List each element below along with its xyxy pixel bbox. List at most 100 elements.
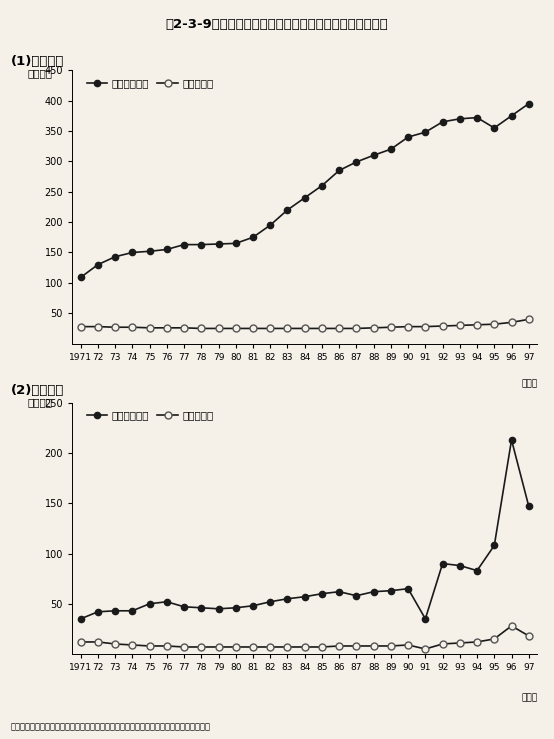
特許登録件数 (267, 597, 274, 606)
特許登録件数 (405, 585, 412, 593)
Line: うち外国人: うち外国人 (77, 316, 532, 332)
うち外国人 (250, 324, 257, 333)
うち外国人 (422, 644, 429, 653)
特許登録件数 (284, 594, 291, 603)
特許出願件数 (163, 245, 170, 254)
特許出願件数 (78, 273, 84, 282)
Text: (2)登録件数: (2)登録件数 (11, 384, 64, 398)
特許出願件数 (284, 205, 291, 214)
うち外国人 (525, 632, 532, 641)
うち外国人 (163, 324, 170, 333)
うち外国人 (215, 324, 222, 333)
特許登録件数 (439, 559, 446, 568)
うち外国人 (112, 639, 119, 648)
特許登録件数 (491, 541, 497, 550)
Text: (1)出願件数: (1)出願件数 (11, 55, 64, 69)
特許出願件数 (301, 194, 308, 202)
特許出願件数 (267, 221, 274, 230)
うち外国人 (284, 642, 291, 651)
うち外国人 (456, 638, 463, 647)
特許出願件数 (250, 233, 257, 242)
うち外国人 (336, 641, 342, 650)
特許出願件数 (319, 181, 325, 190)
特許出願件数 (525, 99, 532, 108)
うち外国人 (370, 641, 377, 650)
Text: （年）: （年） (521, 379, 537, 388)
うち外国人 (198, 324, 204, 333)
うち外国人 (439, 639, 446, 648)
特許出願件数 (422, 128, 429, 137)
Text: 第2-3-9図　我が国における特許出願及び登録件数の推移: 第2-3-9図 我が国における特許出願及び登録件数の推移 (166, 18, 388, 32)
うち外国人 (388, 323, 394, 332)
特許登録件数 (146, 599, 153, 608)
うち外国人 (301, 642, 308, 651)
うち外国人 (422, 322, 429, 331)
特許登録件数 (525, 502, 532, 511)
Line: 特許出願件数: 特許出願件数 (78, 101, 532, 281)
Text: 資料：特許庁「特許庁年報」、「特許行政年次報告書」（参照：付属資料５．（２０））: 資料：特許庁「特許庁年報」、「特許行政年次報告書」（参照：付属資料５．（２０）） (11, 723, 211, 732)
特許出願件数 (215, 239, 222, 248)
特許出願件数 (491, 123, 497, 132)
特許出願件数 (129, 248, 136, 257)
うち外国人 (491, 320, 497, 329)
特許出願件数 (181, 240, 187, 249)
特許登録件数 (319, 589, 325, 598)
Text: （年）: （年） (521, 693, 537, 702)
特許出願件数 (336, 166, 342, 175)
うち外国人 (181, 642, 187, 651)
特許登録件数 (233, 603, 239, 612)
うち外国人 (388, 641, 394, 650)
特許登録件数 (112, 607, 119, 616)
うち外国人 (508, 621, 515, 630)
うち外国人 (319, 642, 325, 651)
Legend: 特許出願件数, うち外国人: 特許出願件数, うち外国人 (86, 78, 214, 88)
うち外国人 (353, 324, 360, 333)
うち外国人 (508, 318, 515, 327)
Line: うち外国人: うち外国人 (77, 622, 532, 653)
うち外国人 (146, 324, 153, 333)
特許登録件数 (456, 561, 463, 570)
うち外国人 (370, 324, 377, 333)
特許出願件数 (474, 113, 480, 122)
うち外国人 (112, 323, 119, 332)
特許出願件数 (370, 151, 377, 160)
特許登録件数 (336, 588, 342, 596)
うち外国人 (491, 635, 497, 644)
うち外国人 (267, 642, 274, 651)
うち外国人 (129, 641, 136, 650)
特許登録件数 (215, 605, 222, 613)
特許登録件数 (388, 586, 394, 595)
うち外国人 (215, 642, 222, 651)
特許登録件数 (78, 614, 84, 623)
うち外国人 (405, 641, 412, 650)
うち外国人 (78, 322, 84, 331)
うち外国人 (198, 642, 204, 651)
うち外国人 (233, 324, 239, 333)
特許登録件数 (198, 603, 204, 612)
特許登録件数 (301, 592, 308, 601)
特許登録件数 (181, 602, 187, 611)
うち外国人 (250, 642, 257, 651)
特許出願件数 (388, 145, 394, 154)
うち外国人 (146, 641, 153, 650)
うち外国人 (163, 641, 170, 650)
特許出願件数 (233, 239, 239, 248)
Text: （千件）: （千件） (28, 398, 53, 408)
うち外国人 (284, 324, 291, 333)
特許出願件数 (112, 252, 119, 261)
特許登録件数 (129, 607, 136, 616)
うち外国人 (405, 322, 412, 331)
特許出願件数 (146, 247, 153, 256)
特許登録件数 (95, 607, 101, 616)
特許登録件数 (422, 614, 429, 623)
うち外国人 (129, 323, 136, 332)
特許出願件数 (353, 157, 360, 166)
うち外国人 (525, 315, 532, 324)
うち外国人 (95, 638, 101, 647)
うち外国人 (456, 321, 463, 330)
特許登録件数 (474, 566, 480, 575)
特許登録件数 (163, 597, 170, 606)
特許出願件数 (198, 240, 204, 249)
うち外国人 (78, 638, 84, 647)
Text: （千件）: （千件） (28, 68, 53, 78)
